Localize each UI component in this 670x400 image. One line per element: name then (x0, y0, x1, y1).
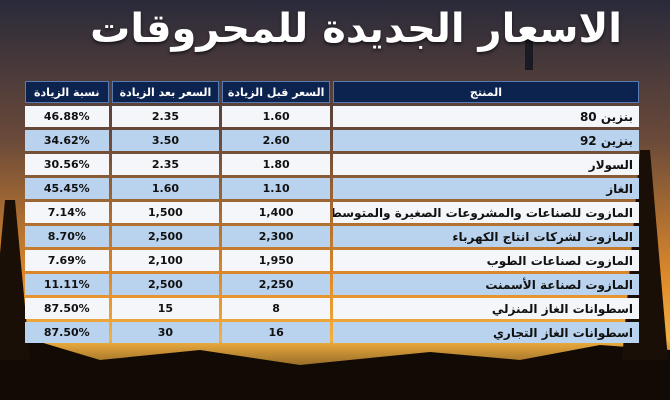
value-cell: 16 (222, 322, 330, 343)
title: الاسعار الجديدة للمحروقات (90, 6, 622, 52)
value-cell: 34.62% (25, 130, 109, 151)
value-cell: 2.35 (111, 154, 220, 175)
product-cell: المازوت للصناعات والمشروعات الصغيرة والم… (332, 202, 639, 223)
table-body: بنزين 80 1.60 2.35 46.88% بنزين 92 2.60 3.50 34… (25, 106, 639, 343)
value-cell: 1.10 (222, 178, 330, 199)
value-cell: 1,400 (222, 202, 330, 223)
value-cell: 15 (111, 298, 220, 319)
value-cell: 1.80 (222, 154, 330, 175)
ground-silhouette (0, 330, 670, 400)
header-cell: السعر قبل الزيادة (222, 81, 330, 103)
header-cell: السعر بعد الزيادة (111, 81, 220, 103)
rig-silhouette (525, 40, 533, 70)
table-row: المازوت لشركات انتاج الكهرباء 2,300 2,500 8… (25, 226, 639, 247)
table-row: المازوت لصناعات الطوب 1,950 2,100 7.69% (25, 250, 639, 271)
header-cell: نسبة الزيادة (25, 81, 109, 103)
product-cell: بنزين 92 (332, 130, 639, 151)
header-cell: المنتج (332, 81, 639, 103)
table-row: بنزين 92 2.60 3.50 34.62% (25, 130, 639, 151)
value-cell: 2.60 (222, 130, 330, 151)
value-cell: 46.88% (25, 106, 109, 127)
value-cell: 87.50% (25, 298, 109, 319)
value-cell: 1.60 (222, 106, 330, 127)
value-cell: 1.60 (111, 178, 220, 199)
price-table: المنتج السعر قبل الزيادة السعر بعد الزيادة… (22, 78, 642, 346)
rig-silhouette (0, 200, 30, 360)
value-cell: 11.11% (25, 274, 109, 295)
value-cell: 2,100 (111, 250, 220, 271)
table-row: اسطوانات الغاز التجاري 16 30 87.50% (25, 322, 639, 343)
value-cell: 1,950 (222, 250, 330, 271)
product-cell: المازوت لشركات انتاج الكهرباء (332, 226, 639, 247)
product-cell: المازوت لصناعات الطوب (332, 250, 639, 271)
table-row: اسطوانات الغاز المنزلي 8 15 87.50% (25, 298, 639, 319)
value-cell: 2.35 (111, 106, 220, 127)
product-cell: اسطوانات الغاز التجاري (332, 322, 639, 343)
product-cell: الغاز (332, 178, 639, 199)
table-row: السولار 1.80 2.35 30.56% (25, 154, 639, 175)
value-cell: 8 (222, 298, 330, 319)
value-cell: 2,500 (111, 274, 220, 295)
value-cell: 7.14% (25, 202, 109, 223)
table-row: المازوت لصناعة الأسمنت 2,250 2,500 11.11% (25, 274, 639, 295)
value-cell: 2,500 (111, 226, 220, 247)
value-cell: 2,250 (222, 274, 330, 295)
value-cell: 45.45% (25, 178, 109, 199)
header-row: المنتج السعر قبل الزيادة السعر بعد الزيادة… (25, 81, 639, 103)
value-cell: 3.50 (111, 130, 220, 151)
value-cell: 87.50% (25, 322, 109, 343)
product-cell: بنزين 80 (332, 106, 639, 127)
value-cell: 30.56% (25, 154, 109, 175)
product-cell: السولار (332, 154, 639, 175)
value-cell: 2,300 (222, 226, 330, 247)
table-row: بنزين 80 1.60 2.35 46.88% (25, 106, 639, 127)
value-cell: 7.69% (25, 250, 109, 271)
value-cell: 1,500 (111, 202, 220, 223)
product-cell: المازوت لصناعة الأسمنت (332, 274, 639, 295)
product-cell: اسطوانات الغاز المنزلي (332, 298, 639, 319)
table-row: الغاز 1.10 1.60 45.45% (25, 178, 639, 199)
value-cell: 8.70% (25, 226, 109, 247)
value-cell: 30 (111, 322, 220, 343)
table-row: المازوت للصناعات والمشروعات الصغيرة والم… (25, 202, 639, 223)
